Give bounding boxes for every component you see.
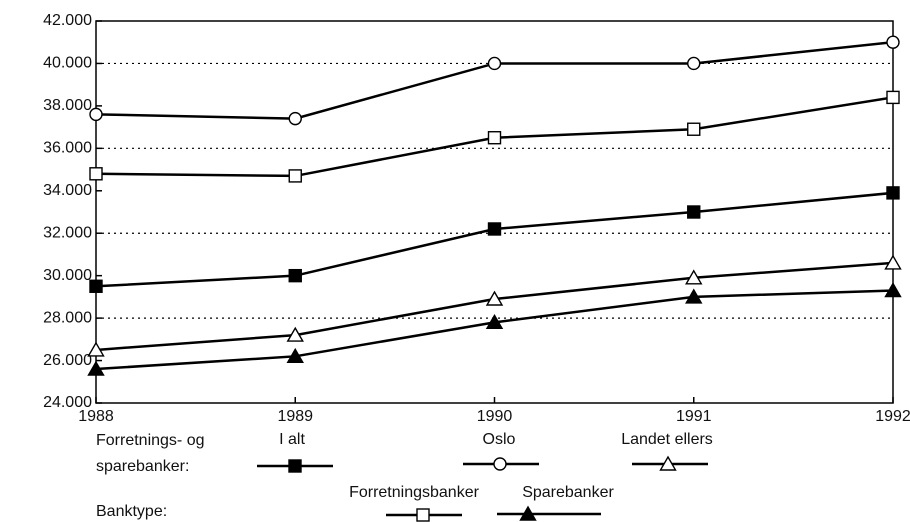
x-tick-label: 1992	[875, 408, 910, 425]
marker	[487, 222, 502, 236]
marker	[685, 288, 703, 304]
marker	[286, 326, 304, 342]
marker	[286, 347, 304, 364]
marker	[87, 360, 105, 376]
y-tick-label: 26.000	[43, 352, 92, 369]
x-tick-label: 1991	[676, 408, 712, 425]
marker	[87, 341, 105, 357]
marker	[485, 313, 504, 330]
legend-label: Landet ellers	[621, 431, 713, 448]
marker	[884, 254, 902, 270]
x-tick-label: 1990	[477, 408, 513, 425]
legend-label: I alt	[279, 431, 305, 448]
marker	[687, 56, 701, 71]
marker	[687, 205, 701, 219]
legend-group-label: sparebanker:	[96, 458, 189, 475]
marker	[288, 169, 302, 183]
y-tick-label: 24.000	[43, 394, 92, 411]
marker	[685, 269, 703, 285]
y-tick-label: 40.000	[43, 55, 92, 72]
marker	[89, 279, 103, 293]
y-tick-label: 32.000	[43, 224, 92, 241]
marker	[485, 290, 504, 306]
legend-label: Sparebanker	[522, 484, 614, 501]
legend-label: Forretningsbanker	[349, 484, 480, 501]
marker	[89, 107, 103, 122]
legend-marker	[416, 508, 430, 522]
plot-frame	[95, 20, 894, 404]
marker	[884, 282, 902, 298]
x-tick-label: 1988	[78, 408, 114, 425]
legend-group-label: Forretnings- og	[96, 432, 205, 449]
marker	[89, 167, 103, 181]
legend-label: Oslo	[483, 431, 516, 448]
y-tick-label: 38.000	[43, 97, 92, 114]
marker	[886, 186, 900, 200]
y-tick-label: 30.000	[43, 267, 92, 284]
marker	[288, 268, 302, 283]
y-tick-label: 36.000	[43, 140, 92, 157]
legend-marker	[288, 459, 302, 473]
marker	[487, 56, 502, 71]
legend-group-label: Banktype:	[96, 503, 167, 520]
x-tick-label: 1989	[277, 408, 313, 425]
marker	[687, 122, 701, 136]
series-line	[95, 40, 894, 120]
legend-marker	[659, 455, 677, 471]
y-tick-label: 34.000	[43, 182, 92, 199]
legend-marker	[519, 505, 537, 521]
marker	[886, 35, 900, 49]
y-tick-label: 28.000	[43, 309, 92, 326]
y-tick-label: 42.000	[43, 12, 92, 29]
marker	[487, 131, 502, 145]
marker	[288, 111, 302, 126]
series-line	[95, 261, 894, 352]
marker	[886, 90, 900, 105]
legend-marker	[493, 457, 507, 471]
